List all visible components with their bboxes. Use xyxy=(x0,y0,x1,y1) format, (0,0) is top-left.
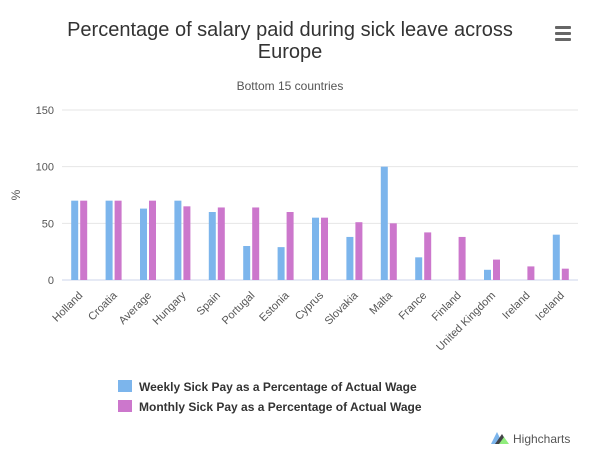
bar-weekly-5[interactable] xyxy=(243,246,251,280)
bar-monthly-9[interactable] xyxy=(389,223,397,280)
legend-item-0[interactable]: Weekly Sick Pay as a Percentage of Actua… xyxy=(118,380,417,394)
legend: Weekly Sick Pay as a Percentage of Actua… xyxy=(118,380,422,414)
bar-monthly-8[interactable] xyxy=(355,222,363,280)
legend-item-1[interactable]: Monthly Sick Pay as a Percentage of Actu… xyxy=(118,400,422,414)
x-tick-label: Iceland xyxy=(533,290,567,324)
bar-monthly-0[interactable] xyxy=(80,200,88,280)
bar-monthly-13[interactable] xyxy=(527,266,535,280)
bar-monthly-2[interactable] xyxy=(149,200,156,280)
legend-label: Weekly Sick Pay as a Percentage of Actua… xyxy=(139,380,417,394)
bar-monthly-14[interactable] xyxy=(561,268,569,280)
y-tick-label: 150 xyxy=(36,105,54,117)
bar-weekly-2[interactable] xyxy=(140,208,147,280)
bar-weekly-7[interactable] xyxy=(312,217,319,280)
bar-monthly-4[interactable] xyxy=(217,207,225,280)
bar-monthly-12[interactable] xyxy=(493,259,500,280)
chart-title: Percentage of salary paid during sick le… xyxy=(67,19,513,63)
x-tick-label: Estonia xyxy=(257,289,292,324)
highcharts-logo-icon xyxy=(491,432,509,444)
x-tick-label: Portugal xyxy=(220,290,257,327)
y-tick-label: 100 xyxy=(36,162,54,174)
bar-weekly-6[interactable] xyxy=(277,247,285,280)
chart-title-line-0: Percentage of salary paid during sick le… xyxy=(67,19,513,41)
x-tick-label: Average xyxy=(117,290,154,327)
credits[interactable]: Highcharts xyxy=(491,432,570,446)
x-tick-label: Croatia xyxy=(86,289,120,323)
y-tick-label: 0 xyxy=(48,275,54,287)
chart-subtitle: Bottom 15 countries xyxy=(237,79,344,93)
chart-title-line-1: Europe xyxy=(258,41,323,63)
x-tick-label: Malta xyxy=(367,289,395,317)
credits-text: Highcharts xyxy=(513,432,570,446)
hamburger-menu-icon[interactable] xyxy=(552,22,574,44)
bar-weekly-0[interactable] xyxy=(71,200,79,280)
bar-weekly-14[interactable] xyxy=(552,234,560,280)
x-tick-label: Ireland xyxy=(500,290,532,322)
bar-monthly-5[interactable] xyxy=(252,207,260,280)
x-tick-label: Hungary xyxy=(151,289,189,327)
x-tick-label: United Kingdom xyxy=(434,290,498,354)
x-tick-label: Finland xyxy=(430,290,464,324)
bar-weekly-10[interactable] xyxy=(415,257,423,280)
x-tick-label: France xyxy=(397,290,430,323)
x-tick-label: Spain xyxy=(195,290,223,318)
bar-monthly-1[interactable] xyxy=(114,200,122,280)
y-axis-ticks: 0 50 100 150 xyxy=(36,105,54,287)
grid-lines xyxy=(62,109,578,281)
bar-weekly-8[interactable] xyxy=(346,236,354,280)
bar-weekly-1[interactable] xyxy=(105,200,113,280)
y-tick-label: 50 xyxy=(42,218,54,230)
x-tick-label: Holland xyxy=(50,290,85,325)
legend-swatch xyxy=(118,400,132,412)
bar-monthly-7[interactable] xyxy=(321,217,328,280)
bar-monthly-11[interactable] xyxy=(458,236,466,280)
bar-monthly-10[interactable] xyxy=(424,232,432,280)
bar-monthly-3[interactable] xyxy=(183,206,191,280)
bar-weekly-4[interactable] xyxy=(208,212,216,280)
bar-series xyxy=(71,166,569,280)
bar-weekly-9[interactable] xyxy=(380,166,388,280)
legend-label: Monthly Sick Pay as a Percentage of Actu… xyxy=(139,400,422,414)
legend-swatch xyxy=(118,380,132,392)
bar-monthly-6[interactable] xyxy=(286,212,294,280)
x-tick-label: Cyprus xyxy=(293,289,326,322)
y-axis-title: % xyxy=(9,189,23,200)
bar-weekly-3[interactable] xyxy=(174,200,182,280)
x-tick-label: Slovakia xyxy=(323,289,362,328)
bar-weekly-12[interactable] xyxy=(484,269,491,280)
